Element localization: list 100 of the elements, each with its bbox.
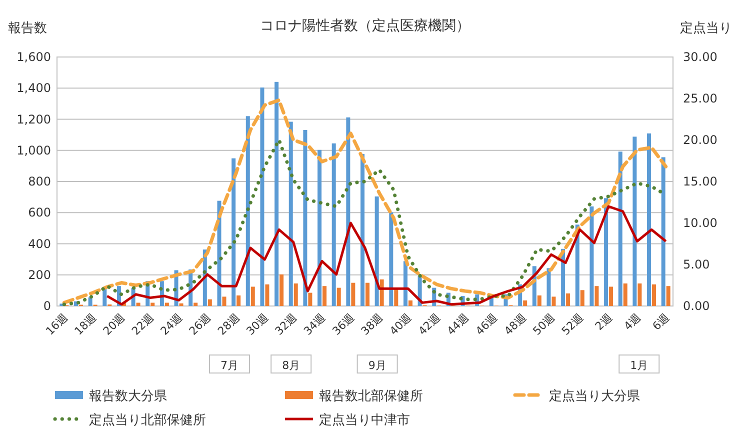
y2-tick-label: 10.00 xyxy=(683,216,718,230)
bar xyxy=(208,299,212,306)
y-tick-label: 200 xyxy=(28,268,51,282)
x-tick-label: 28週 xyxy=(215,310,242,338)
y-tick-label: 400 xyxy=(28,236,51,251)
x-tick-label: 50週 xyxy=(530,310,558,338)
bar xyxy=(274,82,279,306)
x-tick-label: 18週 xyxy=(72,310,99,338)
x-tick-label: 38週 xyxy=(358,310,386,338)
x-tick-label: 46週 xyxy=(473,310,500,338)
y-axis-title: 報告数 xyxy=(8,21,47,36)
bar xyxy=(232,158,236,306)
y2-tick-label: 20.00 xyxy=(683,133,718,147)
bar xyxy=(652,284,656,306)
bar xyxy=(265,284,270,306)
bar xyxy=(632,136,637,306)
x-tick-label: 34週 xyxy=(301,310,328,338)
x-tick-label: 48週 xyxy=(502,310,529,338)
bar xyxy=(594,286,599,306)
bar xyxy=(280,274,284,306)
x-tick-label: 22週 xyxy=(129,310,156,338)
bar xyxy=(618,152,622,306)
bar xyxy=(546,268,551,306)
bar xyxy=(164,302,169,306)
text: 1月 xyxy=(630,359,648,372)
bar xyxy=(552,296,556,306)
bar xyxy=(638,283,642,306)
y-tick-label: 1,200 xyxy=(16,112,51,126)
y-tick-label: 1,600 xyxy=(16,50,51,64)
legend-label: 定点当り大分県 xyxy=(549,389,640,404)
bar xyxy=(580,290,584,306)
bar xyxy=(288,122,293,306)
bar xyxy=(374,196,379,306)
text: 8月 xyxy=(282,359,300,372)
bar xyxy=(537,295,542,306)
x-tick-label: 20週 xyxy=(100,310,128,338)
x-tick-label: 32週 xyxy=(272,310,300,338)
bar xyxy=(250,286,255,306)
bar xyxy=(179,303,184,306)
y2-tick-label: 5.00 xyxy=(683,258,710,272)
legend-label: 報告数北部保健所 xyxy=(319,389,423,404)
bar xyxy=(303,130,308,306)
text: 7月 xyxy=(220,359,238,372)
bar xyxy=(222,296,226,306)
bar xyxy=(661,157,666,306)
y-tick-label: 600 xyxy=(28,206,51,220)
bar xyxy=(308,292,312,306)
y2-tick-label: 0.00 xyxy=(683,299,710,313)
y2-tick-label: 25.00 xyxy=(683,92,718,106)
bar xyxy=(360,154,364,306)
bar xyxy=(523,300,528,306)
x-tick-label: 40週 xyxy=(387,310,414,338)
bar xyxy=(294,283,298,306)
bar xyxy=(623,283,628,306)
x-tick-label: 26週 xyxy=(186,310,214,338)
x-tick-label: 4週 xyxy=(621,310,644,333)
x-tick-label: 24週 xyxy=(158,310,185,338)
bar xyxy=(366,282,370,306)
bar xyxy=(322,286,327,306)
bar xyxy=(647,133,652,306)
x-tick-label: 30週 xyxy=(244,310,271,338)
x-tick-label: 16週 xyxy=(43,310,70,338)
bar xyxy=(380,279,384,306)
bar xyxy=(332,143,336,306)
bar xyxy=(236,295,241,306)
y-tick-label: 800 xyxy=(28,174,51,188)
y-tick-label: 0 xyxy=(43,299,51,313)
bar xyxy=(666,286,670,306)
line-series xyxy=(62,98,668,304)
bar xyxy=(194,302,198,306)
bar xyxy=(389,212,394,306)
bar xyxy=(136,302,140,306)
x-tick-label: 42週 xyxy=(416,310,443,338)
y2-tick-label: 30.00 xyxy=(683,50,718,64)
bar xyxy=(351,282,356,306)
x-tick-label: 52週 xyxy=(559,310,586,338)
line-series xyxy=(106,205,668,306)
y2-tick-label: 15.00 xyxy=(683,174,718,188)
bar xyxy=(566,293,570,306)
y-tick-label: 1,400 xyxy=(16,81,51,96)
x-tick-label: 36週 xyxy=(330,310,357,338)
bar xyxy=(336,288,341,306)
bar xyxy=(318,150,322,306)
text: 9月 xyxy=(368,359,386,372)
y2-axis-title: 定点当り xyxy=(680,21,732,36)
legend-label: 報告数大分県 xyxy=(89,389,167,404)
x-tick-label: 2週 xyxy=(592,310,615,333)
legend-label: 定点当り北部保健所 xyxy=(89,413,206,428)
bar xyxy=(408,300,412,306)
y-tick-label: 1,000 xyxy=(16,143,51,158)
bar xyxy=(260,88,264,306)
bar xyxy=(590,206,594,306)
x-tick-label: 44週 xyxy=(444,310,472,338)
chart-title: コロナ陽性者数（定点医療機関） xyxy=(260,18,470,34)
bar xyxy=(609,286,614,306)
x-tick-label: 6週 xyxy=(650,310,672,333)
bar xyxy=(88,297,92,306)
bar xyxy=(346,117,350,306)
bar xyxy=(150,302,155,306)
legend-label: 定点当り中津市 xyxy=(319,413,410,428)
